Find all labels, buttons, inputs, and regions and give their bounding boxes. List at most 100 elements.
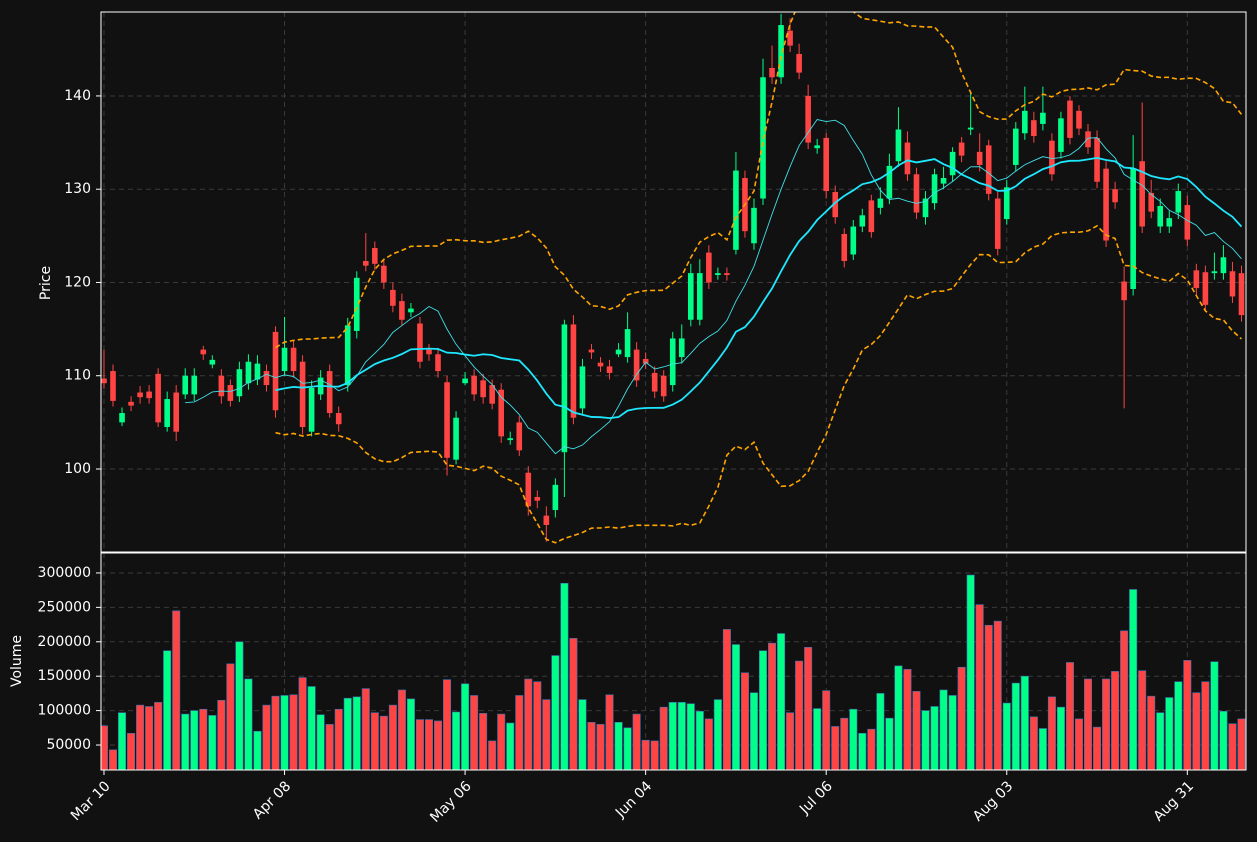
volume-bar bbox=[415, 719, 424, 770]
candle-body bbox=[218, 375, 225, 397]
candle-body bbox=[1229, 271, 1236, 297]
volume-bar bbox=[921, 710, 930, 770]
moving-average bbox=[275, 156, 1243, 420]
volume-bar bbox=[172, 610, 181, 770]
candle-body bbox=[1202, 272, 1209, 305]
y-axis-label: Price bbox=[38, 266, 54, 300]
candle-body bbox=[796, 53, 802, 73]
volume-bar bbox=[1147, 695, 1156, 770]
volume-bar bbox=[145, 706, 154, 770]
candle-body bbox=[895, 129, 902, 162]
volume-bar bbox=[1129, 589, 1138, 770]
candle-body bbox=[353, 277, 360, 331]
candle-body bbox=[606, 366, 613, 373]
candle-body bbox=[733, 170, 739, 250]
candle-body bbox=[724, 273, 730, 276]
candle-body bbox=[1103, 168, 1109, 241]
candle-body bbox=[1067, 100, 1073, 138]
candle-body bbox=[290, 347, 297, 372]
volume-bar bbox=[560, 582, 569, 770]
candle-body bbox=[940, 178, 947, 184]
volume-bar bbox=[1120, 630, 1129, 770]
candle-body bbox=[832, 192, 839, 218]
y-tick-label: 100 bbox=[64, 461, 91, 477]
y-tick-label: 110 bbox=[64, 368, 91, 384]
candle-body bbox=[399, 301, 405, 320]
volume-bar bbox=[912, 691, 921, 770]
volume-bar bbox=[424, 719, 433, 770]
volume-bar bbox=[668, 702, 677, 770]
candle-body bbox=[272, 331, 279, 411]
volume-frame bbox=[100, 552, 1247, 771]
volume-bar bbox=[226, 663, 235, 770]
volume-bar bbox=[686, 703, 695, 770]
volume-bar bbox=[244, 678, 253, 770]
volume-bar bbox=[777, 633, 786, 770]
candle-body bbox=[299, 361, 306, 428]
volume-bar bbox=[307, 686, 316, 770]
candle-body bbox=[516, 422, 523, 451]
volume-bar bbox=[1038, 728, 1047, 770]
volume-bar bbox=[343, 697, 352, 770]
volume-bar bbox=[885, 717, 894, 770]
volume-bar bbox=[894, 665, 903, 770]
volume-bar bbox=[1047, 696, 1056, 770]
volume-bar bbox=[452, 711, 461, 770]
volume-bar bbox=[849, 708, 858, 770]
candle-body bbox=[281, 347, 288, 372]
candle-body bbox=[1148, 192, 1155, 212]
volume-bar bbox=[749, 692, 758, 770]
candle-body bbox=[751, 207, 757, 244]
volume-bar bbox=[768, 642, 777, 770]
y-tick-label: 120 bbox=[64, 274, 91, 290]
candle-body bbox=[1211, 271, 1218, 274]
volume-bar bbox=[316, 714, 325, 770]
volume-bar bbox=[876, 693, 885, 770]
candle-body bbox=[489, 385, 495, 404]
volume-bar bbox=[993, 620, 1002, 770]
volume-bar bbox=[352, 696, 361, 770]
volume-bar bbox=[379, 715, 388, 770]
volume-bar bbox=[163, 650, 172, 770]
candle-body bbox=[245, 361, 252, 384]
volume-bar bbox=[542, 699, 551, 770]
candle-body bbox=[660, 375, 667, 397]
volume-bar bbox=[298, 677, 307, 770]
candle-body bbox=[1085, 131, 1091, 148]
volume-bar bbox=[190, 710, 199, 770]
candle-body bbox=[227, 385, 234, 401]
candle-body bbox=[715, 273, 721, 276]
candle-body bbox=[868, 200, 875, 233]
volume-bar bbox=[1102, 678, 1111, 770]
volume-bar bbox=[388, 704, 397, 770]
volume-bar bbox=[443, 679, 452, 770]
candle-body bbox=[182, 375, 189, 395]
volume-bar bbox=[569, 638, 578, 770]
volume-bar bbox=[289, 694, 298, 770]
volume-bar bbox=[1174, 681, 1183, 770]
volume-bar bbox=[867, 728, 876, 770]
candle-body bbox=[570, 324, 577, 418]
volume-bar bbox=[786, 712, 795, 770]
candle-body bbox=[1157, 205, 1164, 227]
volume-bar bbox=[533, 681, 542, 770]
volume-bar bbox=[614, 722, 623, 770]
volume-bar bbox=[1084, 678, 1093, 770]
volume-bar bbox=[199, 708, 208, 770]
candle-body bbox=[254, 363, 261, 380]
bollinger-upper bbox=[275, 12, 1243, 349]
candle-body bbox=[435, 354, 441, 372]
candle-body bbox=[471, 375, 477, 395]
volume-bar bbox=[1093, 726, 1102, 770]
volume-bar bbox=[181, 713, 190, 770]
candle-body bbox=[362, 261, 369, 266]
candle-body bbox=[146, 391, 152, 399]
candle-body bbox=[444, 382, 450, 458]
volume-tick-label: 100000 bbox=[38, 703, 91, 719]
candle-body bbox=[1003, 187, 1010, 220]
volume-bar bbox=[1183, 660, 1192, 770]
candle-body bbox=[1166, 218, 1173, 227]
candle-body bbox=[922, 198, 929, 218]
volume-bar bbox=[1201, 681, 1210, 770]
